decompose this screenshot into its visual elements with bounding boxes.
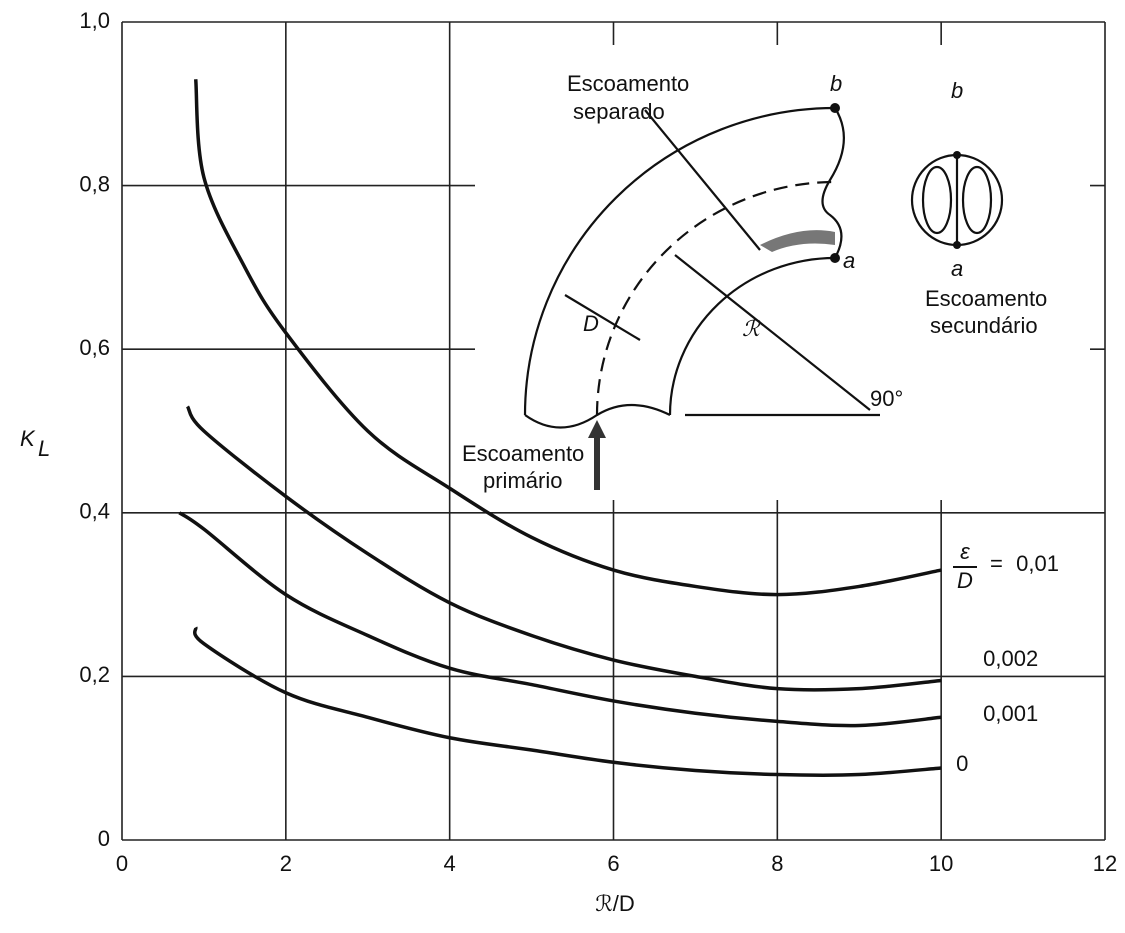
label: Escoamento bbox=[925, 286, 1047, 311]
legend-numerator: ε bbox=[960, 539, 970, 564]
label: b bbox=[951, 78, 963, 103]
legend-sign: = bbox=[990, 551, 1003, 576]
x-tick-label: 8 bbox=[771, 851, 783, 876]
label: primário bbox=[483, 468, 562, 493]
x-tick-label: 6 bbox=[607, 851, 619, 876]
x-tick-label: 10 bbox=[929, 851, 953, 876]
label: Escoamento bbox=[567, 71, 689, 96]
y-axis-label-sub: L bbox=[38, 436, 50, 461]
y-axis-label: K bbox=[20, 426, 36, 451]
label: b bbox=[830, 71, 842, 96]
chart: Escoamento separado b a D ℛ 90° Escoamen… bbox=[0, 0, 1125, 933]
x-tick-label: 0 bbox=[116, 851, 128, 876]
curve bbox=[195, 627, 941, 775]
label: 90° bbox=[870, 386, 903, 411]
label: separado bbox=[573, 99, 665, 124]
label: Escoamento bbox=[462, 441, 584, 466]
legend-denominator: D bbox=[957, 568, 973, 593]
label: a bbox=[843, 248, 855, 273]
legend-label: 0 bbox=[956, 751, 968, 776]
point-b bbox=[830, 103, 840, 113]
label: D bbox=[583, 311, 599, 336]
y-tick-label: 0 bbox=[98, 826, 110, 851]
curve bbox=[179, 513, 941, 726]
legend-label: 0,001 bbox=[983, 701, 1038, 726]
y-tick-label: 1,0 bbox=[79, 8, 110, 33]
x-tick-label: 12 bbox=[1093, 851, 1117, 876]
label: ℛ bbox=[742, 316, 761, 341]
circle-point-b bbox=[953, 151, 961, 159]
legend-label: 0,01 bbox=[1016, 551, 1059, 576]
point-a bbox=[830, 253, 840, 263]
label: a bbox=[951, 256, 963, 281]
y-tick-label: 0,2 bbox=[79, 662, 110, 687]
y-tick-label: 0,6 bbox=[79, 335, 110, 360]
x-tick-label: 4 bbox=[444, 851, 456, 876]
x-axis-label: ℛ/D bbox=[595, 891, 635, 916]
circle-point-a bbox=[953, 241, 961, 249]
y-tick-label: 0,4 bbox=[79, 499, 110, 524]
x-tick-label: 2 bbox=[280, 851, 292, 876]
y-tick-label: 0,8 bbox=[79, 171, 110, 196]
legend-label: 0,002 bbox=[983, 646, 1038, 671]
label: secundário bbox=[930, 313, 1038, 338]
